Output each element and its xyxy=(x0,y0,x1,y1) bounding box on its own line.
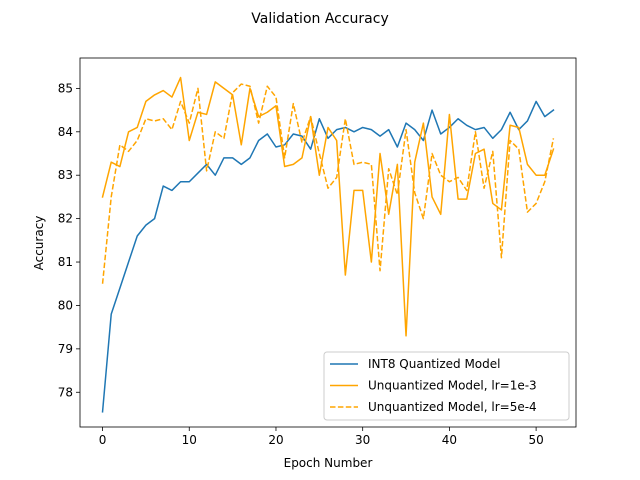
y-tick-label: 85 xyxy=(58,81,73,95)
x-tick-label: 40 xyxy=(442,433,457,447)
x-tick-label: 20 xyxy=(268,433,283,447)
y-tick-label: 78 xyxy=(58,385,73,399)
x-tick-label: 30 xyxy=(355,433,370,447)
y-tick-label: 83 xyxy=(58,168,73,182)
legend-label-1: INT8 Quantized Model xyxy=(368,357,501,371)
x-axis-label: Epoch Number xyxy=(284,456,373,470)
y-axis-label: Accuracy xyxy=(32,216,46,271)
y-tick-label: 79 xyxy=(58,342,73,356)
x-tick-label: 50 xyxy=(528,433,543,447)
legend-label-3: Unquantized Model, lr=5e-4 xyxy=(368,400,537,414)
y-tick-label: 82 xyxy=(58,212,73,226)
series-line-1 xyxy=(101,100,555,413)
x-tick-label: 0 xyxy=(99,433,107,447)
legend-box xyxy=(323,351,570,421)
legend: INT8 Quantized Model Unquantized Model, l… xyxy=(323,351,570,421)
y-tick-label: 81 xyxy=(58,255,73,269)
y-tick-label: 84 xyxy=(58,125,73,139)
x-tick-label: 10 xyxy=(182,433,197,447)
x-axis: 0 10 20 30 40 50 xyxy=(99,427,544,447)
y-axis: 78 79 80 81 82 83 84 85 xyxy=(58,81,80,399)
chart-title: Validation Accuracy xyxy=(251,11,389,27)
axes-frame xyxy=(79,57,577,428)
legend-label-2: Unquantized Model, lr=1e-3 xyxy=(368,379,537,393)
series-line-3 xyxy=(101,83,555,284)
y-tick-label: 80 xyxy=(58,298,73,312)
